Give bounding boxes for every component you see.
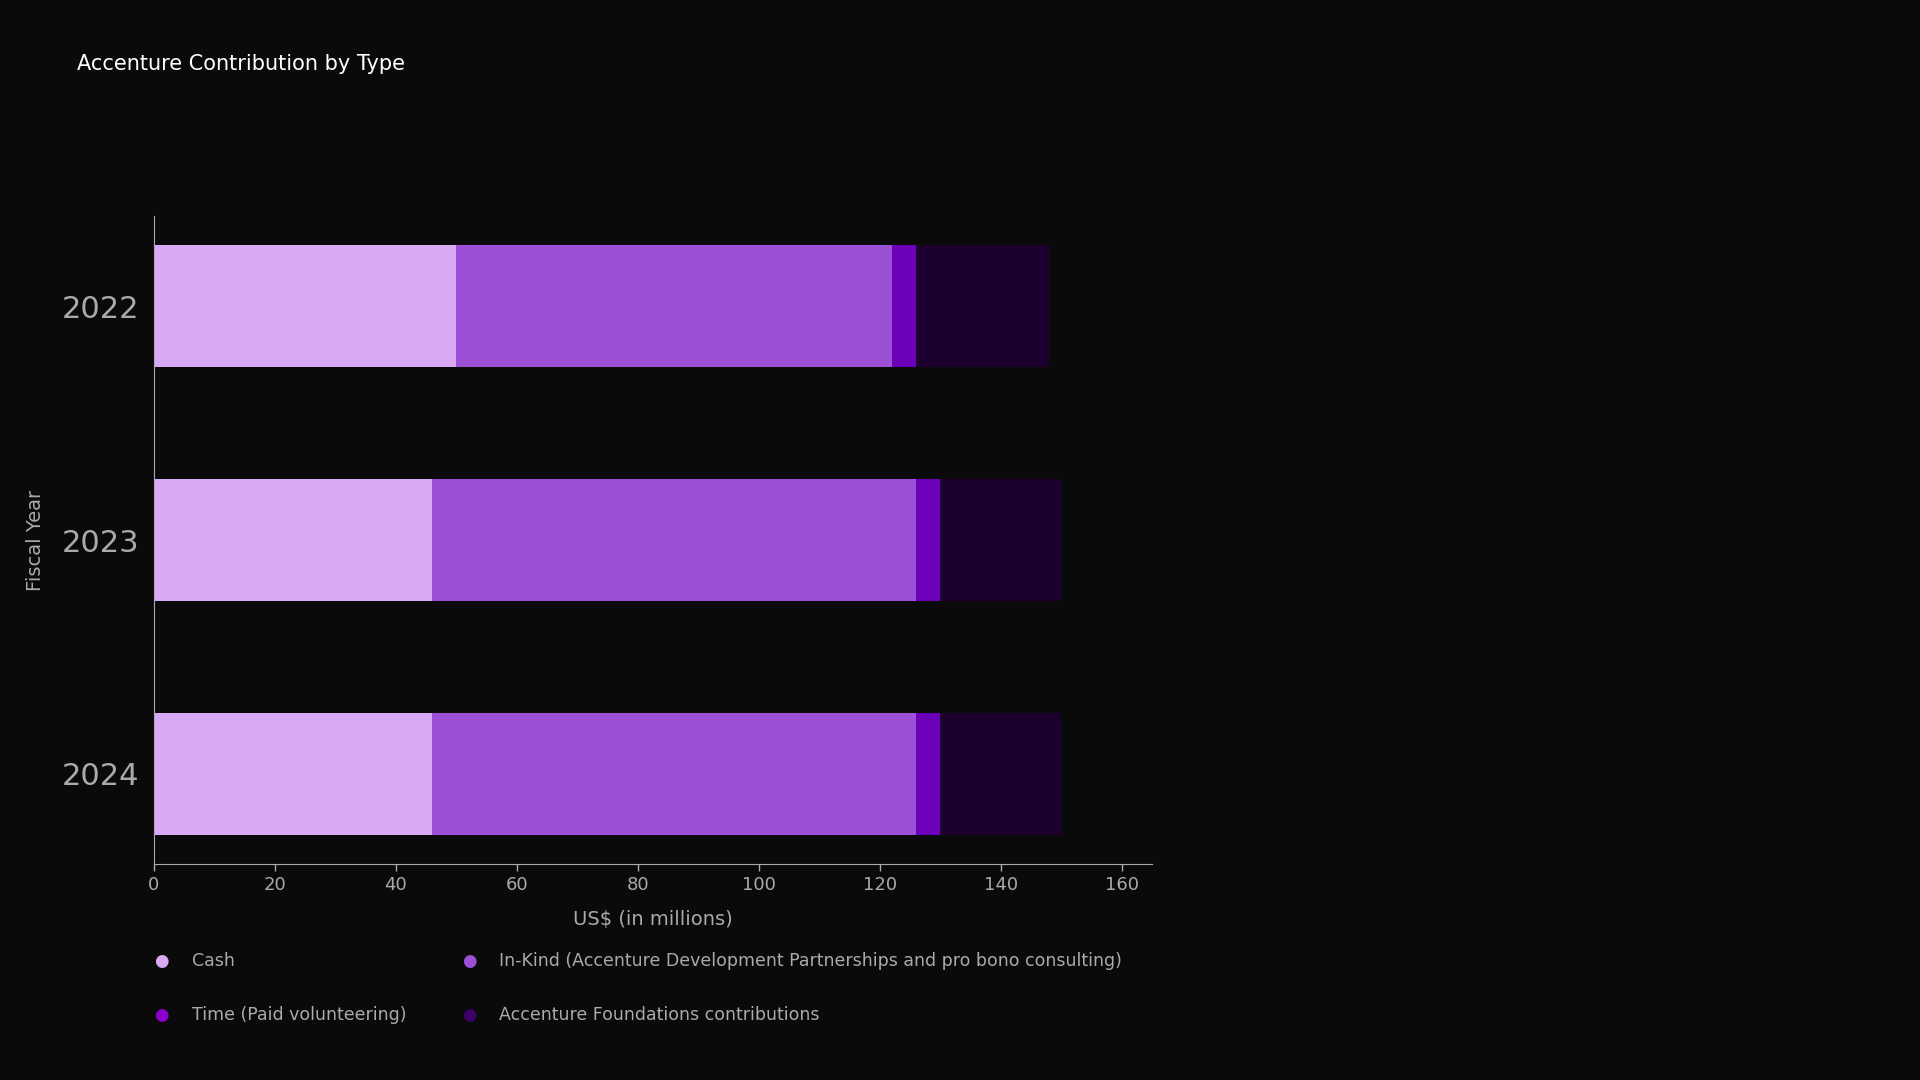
Text: Accenture Foundations contributions: Accenture Foundations contributions — [499, 1007, 820, 1024]
Bar — [941, 480, 1062, 600]
Bar — [916, 480, 941, 600]
Text: ●: ● — [154, 1007, 169, 1024]
Bar — [891, 245, 916, 367]
Text: Accenture Contribution by Type: Accenture Contribution by Type — [77, 54, 405, 75]
Bar — [916, 713, 941, 835]
X-axis label: US$ (in millions): US$ (in millions) — [572, 910, 733, 930]
Bar — [154, 480, 432, 600]
Y-axis label: Fiscal Year: Fiscal Year — [27, 489, 46, 591]
Bar — [457, 245, 891, 367]
Text: Cash: Cash — [192, 953, 234, 970]
Text: ●: ● — [461, 953, 476, 970]
Text: Time (Paid volunteering): Time (Paid volunteering) — [192, 1007, 407, 1024]
Bar — [432, 713, 916, 835]
Text: ●: ● — [154, 953, 169, 970]
Bar — [916, 245, 1048, 367]
Bar — [432, 480, 916, 600]
Bar — [154, 245, 457, 367]
Text: In-Kind (Accenture Development Partnerships and pro bono consulting): In-Kind (Accenture Development Partnersh… — [499, 953, 1121, 970]
Bar — [941, 713, 1062, 835]
Bar — [154, 713, 432, 835]
Text: ●: ● — [461, 1007, 476, 1024]
